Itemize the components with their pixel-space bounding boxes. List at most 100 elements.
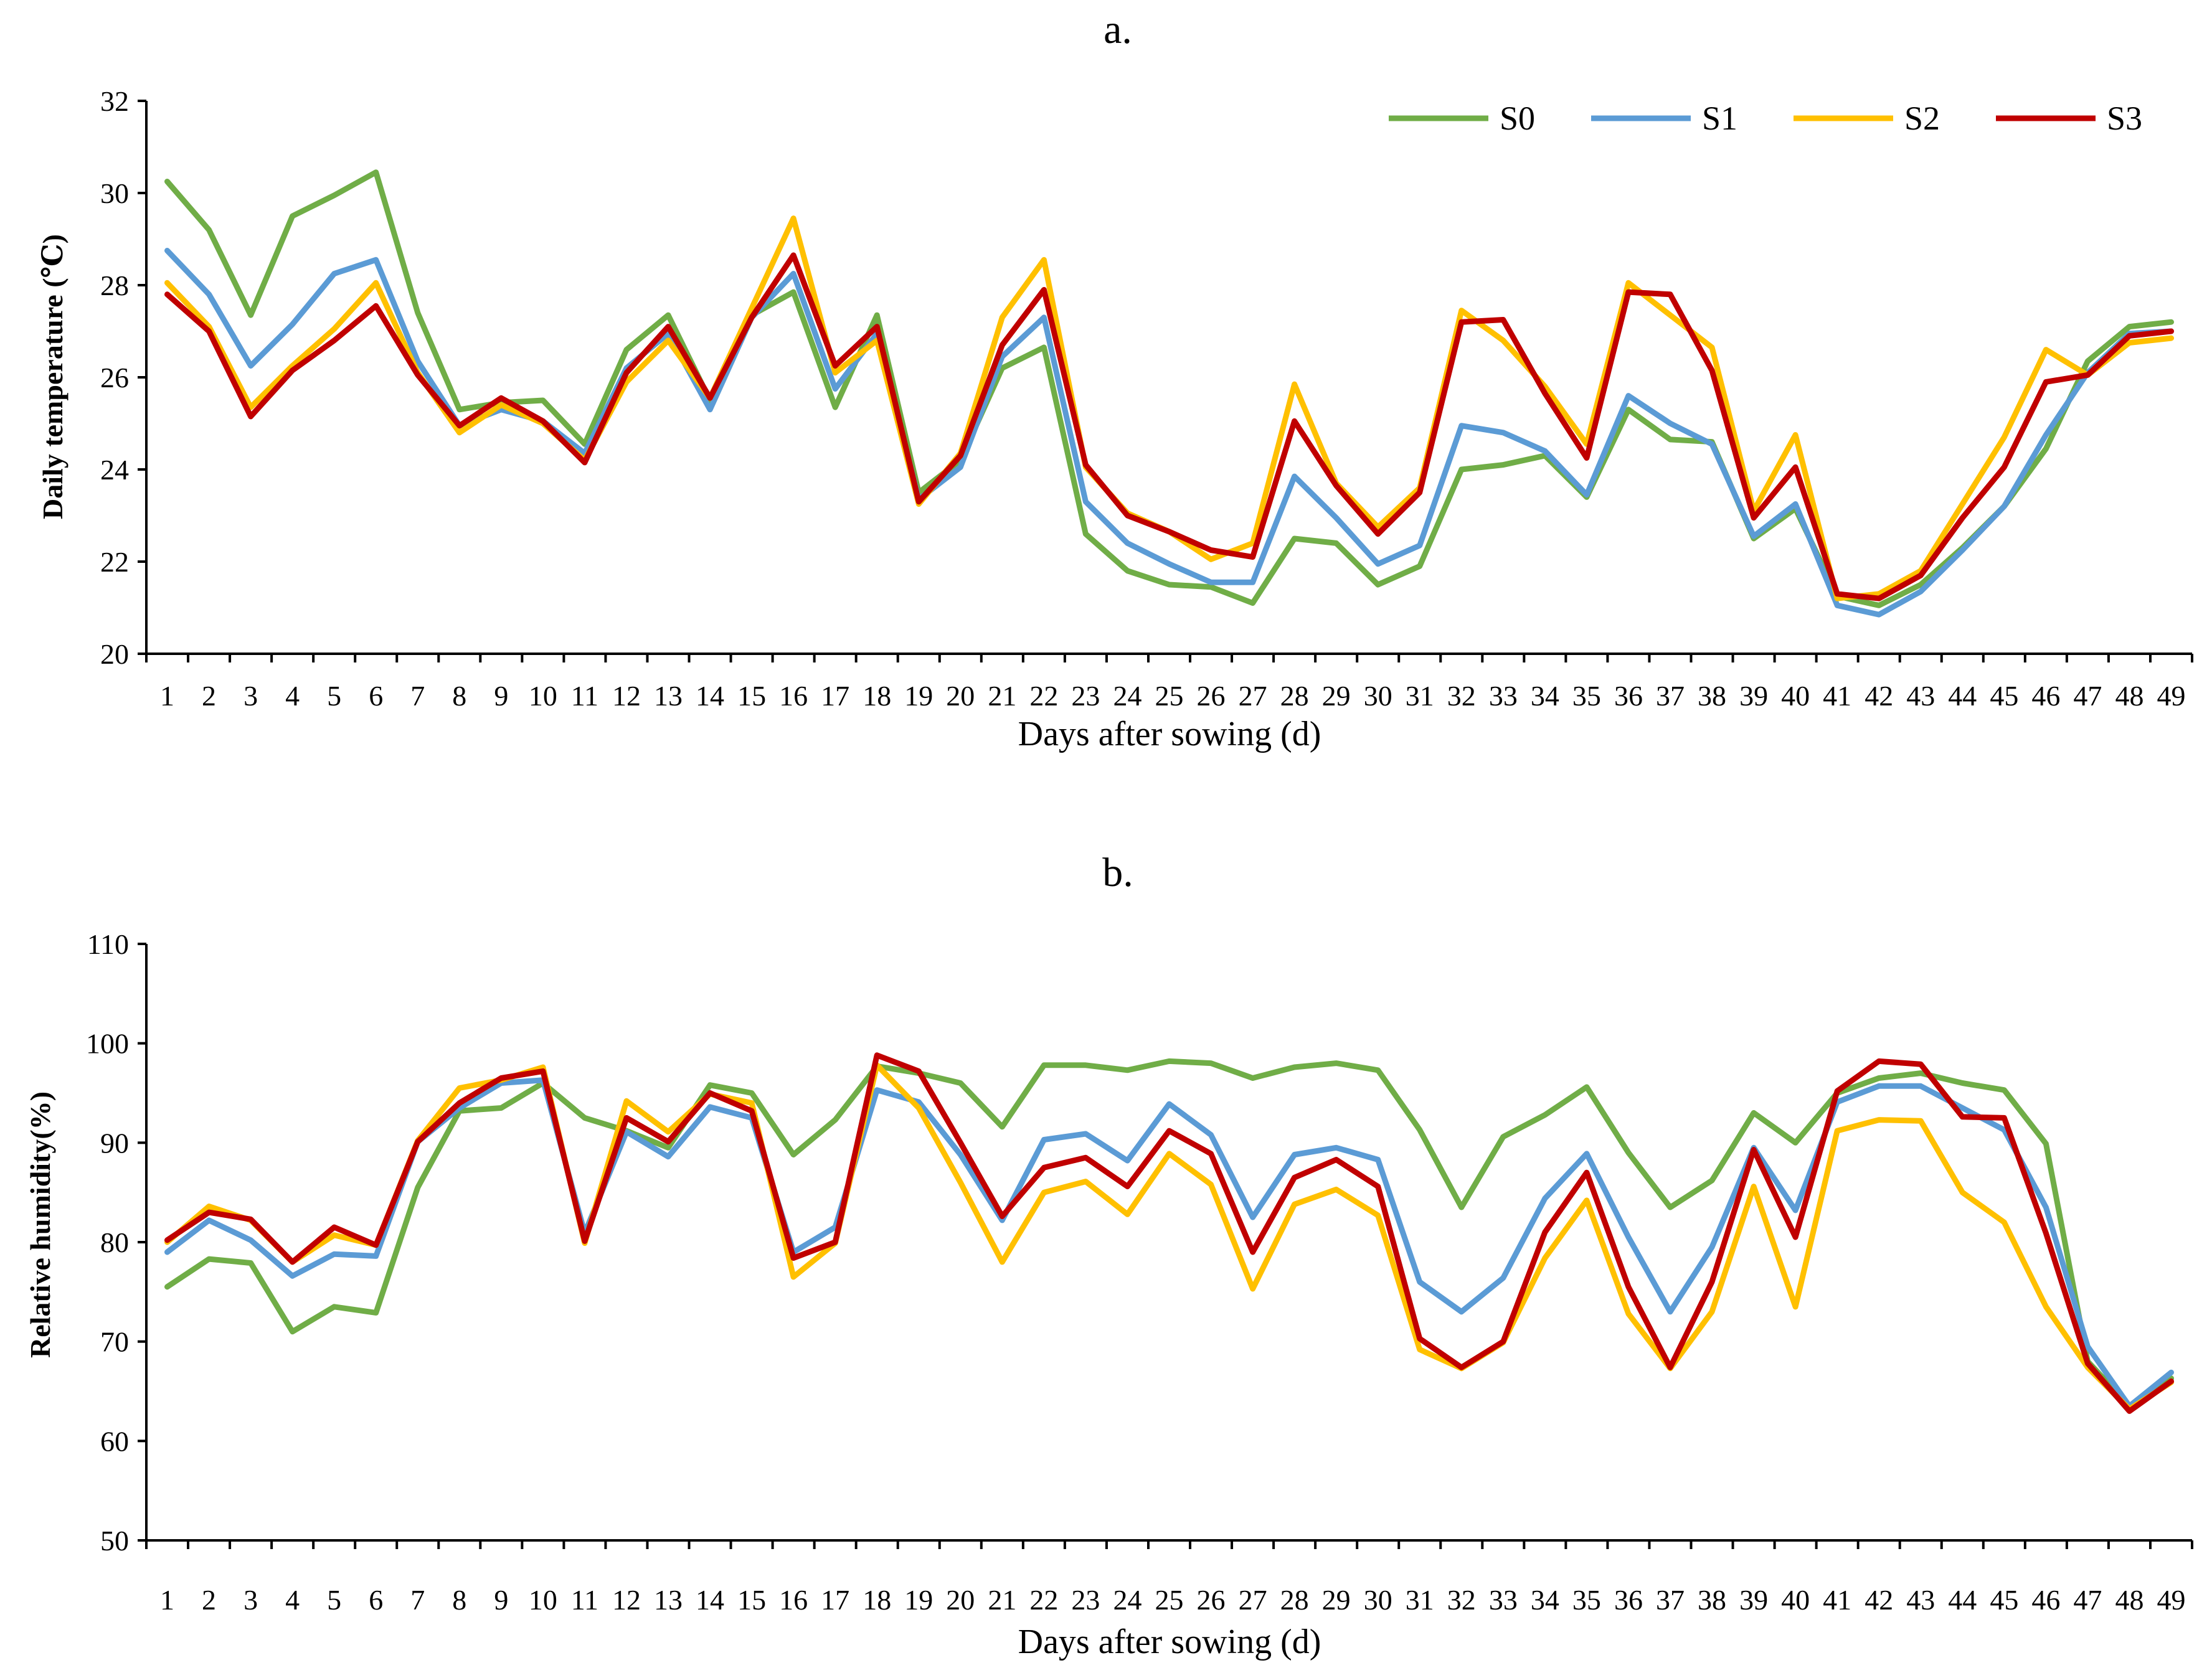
panel-b-x-tick-label: 2	[202, 1584, 216, 1616]
panel-a-x-tick-label: 39	[1739, 680, 1768, 712]
panel-b-x-tick-label: 7	[410, 1584, 425, 1616]
panel-a-series-s0	[164, 169, 2174, 608]
panel-a-x-tick-label: 26	[1197, 680, 1226, 712]
panel-b-x-tick-label: 24	[1113, 1584, 1141, 1616]
panel-b-x-tick-label: 1	[160, 1584, 174, 1616]
panel-a-legend: S0 S1 S2 S3	[1389, 100, 2142, 137]
panel-b-x-tick-label: 5	[327, 1584, 341, 1616]
panel-a-x-tick-label: 14	[696, 680, 724, 712]
panel-b-x-tick-label: 46	[2031, 1584, 2060, 1616]
panel-a-y-axis-label: Daily temperature (℃)	[37, 234, 69, 519]
panel-a-x-tick-label: 28	[1280, 680, 1309, 712]
panel-b-x-tick-label: 28	[1280, 1584, 1309, 1616]
panel-b-x-tick-label: 16	[779, 1584, 808, 1616]
panel-b-y-tick-label: 110	[87, 928, 129, 960]
panel-b-x-tick-label: 3	[243, 1584, 258, 1616]
panel-b-x-tick-label: 23	[1071, 1584, 1100, 1616]
legend-item-s0: S0	[1389, 100, 1535, 137]
panel-b-x-tick-label: 15	[737, 1584, 766, 1616]
panel-a-y-tick-label: 26	[100, 362, 129, 394]
panel-b-x-tick-label: 11	[571, 1584, 598, 1616]
panel-a-x-tick-label: 49	[2157, 680, 2185, 712]
panel-a-x-tick-label: 11	[571, 680, 598, 712]
panel-b-x-tick-label: 33	[1489, 1584, 1518, 1616]
panel-b-x-tick-label: 20	[946, 1584, 975, 1616]
panel-b-x-tick-label: 18	[863, 1584, 891, 1616]
panel-b-x-tick-label: 12	[612, 1584, 641, 1616]
panel-a-x-tick-label: 4	[285, 680, 300, 712]
panel-a-x-axis-label: Days after sowing (d)	[1018, 715, 1321, 753]
panel-a-x-tick-label: 20	[946, 680, 975, 712]
panel-b-x-tick-label: 37	[1656, 1584, 1685, 1616]
panel-a-x-tick-label: 21	[988, 680, 1016, 712]
panel-b-y-tick-label: 100	[86, 1028, 129, 1060]
panel-b-x-tick-label: 9	[494, 1584, 508, 1616]
panel-b-x-tick-label: 19	[904, 1584, 933, 1616]
panel-a-x-tick-label: 3	[243, 680, 258, 712]
panel-a-x-tick-label: 16	[779, 680, 808, 712]
panel-b-x-tick-label: 17	[821, 1584, 849, 1616]
panel-b-x-tick-label: 29	[1322, 1584, 1351, 1616]
panel-a-x-tick-label: 19	[904, 680, 933, 712]
panel-a-x-tick-label: 24	[1113, 680, 1141, 712]
panel-b-x-tick-label: 42	[1865, 1584, 1893, 1616]
panel-a-y-tick-label: 32	[100, 85, 129, 117]
panel-b-x-tick-label: 34	[1531, 1584, 1559, 1616]
panel-b-x-tick-label: 39	[1739, 1584, 1768, 1616]
panel-a-x-tick-label: 13	[654, 680, 683, 712]
panel-a-x-tick-label: 33	[1489, 680, 1518, 712]
panel-a-x-tick-label: 7	[410, 680, 425, 712]
panel-a-title: a.	[1104, 7, 1132, 52]
panel-a-series-s3	[164, 252, 2174, 601]
panel-a-y-tick-label: 28	[100, 270, 129, 301]
panel-b-x-tick-label: 4	[285, 1584, 300, 1616]
panel-b-title: b.	[1102, 850, 1133, 895]
panel-a-x-tick-label: 17	[821, 680, 849, 712]
panel-a-x-tick-label: 42	[1865, 680, 1893, 712]
panel-b-x-tick-label: 31	[1406, 1584, 1434, 1616]
panel-a-x-tick-label: 40	[1781, 680, 1810, 712]
panel-a-y-tick-label: 30	[100, 177, 129, 209]
panel-b-x-tick-label: 38	[1698, 1584, 1726, 1616]
panel-a-x-tick-label: 41	[1823, 680, 1851, 712]
panel-b-y-tick-label: 90	[100, 1127, 129, 1159]
panel-a-x-tick-label: 5	[327, 680, 341, 712]
panel-b-y-axis-label: Relative humidity(%)	[24, 1091, 56, 1358]
legend-item-s3: S3	[1996, 100, 2142, 137]
panel-a-x-tick-label: 1	[160, 680, 174, 712]
panel-b-x-tick-label: 6	[369, 1584, 383, 1616]
panel-b-humidity: b. Relative humidity(%) Days after sowin…	[24, 850, 2193, 1661]
panel-a-x-tick-label: 31	[1406, 680, 1434, 712]
panel-a-x-tick-label: 29	[1322, 680, 1351, 712]
panel-b-x-tick-label: 14	[696, 1584, 724, 1616]
legend-label-s0: S0	[1500, 100, 1535, 137]
panel-a-y-tick-label: 20	[100, 638, 129, 670]
panel-b-x-tick-label: 35	[1572, 1584, 1601, 1616]
legend-item-s2: S2	[1794, 100, 1940, 137]
panel-a-x-tick-label: 38	[1698, 680, 1726, 712]
panel-b-x-tick-label: 45	[1990, 1584, 2018, 1616]
panel-a-x-tick-label: 12	[612, 680, 641, 712]
panel-a-x-tick-label: 27	[1239, 680, 1267, 712]
panel-a-x-tick-label: 47	[2073, 680, 2102, 712]
panel-a-y-tick-label: 22	[100, 546, 129, 578]
panel-a-x-tick-label: 23	[1071, 680, 1100, 712]
panel-b-x-tick-label: 48	[2115, 1584, 2143, 1616]
legend-label-s3: S3	[2107, 100, 2142, 137]
panel-b-series-s3	[164, 1052, 2174, 1414]
panel-b-x-tick-label: 41	[1823, 1584, 1851, 1616]
panel-a-x-tick-label: 35	[1572, 680, 1601, 712]
panel-b-y-tick-label: 60	[100, 1425, 129, 1457]
panel-b-y-tick-label: 80	[100, 1227, 129, 1258]
panel-a-x-tick-label: 25	[1155, 680, 1184, 712]
panel-b-x-tick-label: 13	[654, 1584, 683, 1616]
panel-a-y-tick-label: 24	[100, 454, 129, 486]
panel-a-x-tick-label: 8	[452, 680, 466, 712]
panel-b-x-tick-label: 21	[988, 1584, 1016, 1616]
panel-b-x-tick-label: 43	[1906, 1584, 1935, 1616]
panel-a-x-tick-label: 46	[2031, 680, 2060, 712]
legend-item-s1: S1	[1591, 100, 1737, 137]
panel-a-series-s1	[164, 248, 2174, 618]
panel-a-x-tick-label: 18	[863, 680, 891, 712]
